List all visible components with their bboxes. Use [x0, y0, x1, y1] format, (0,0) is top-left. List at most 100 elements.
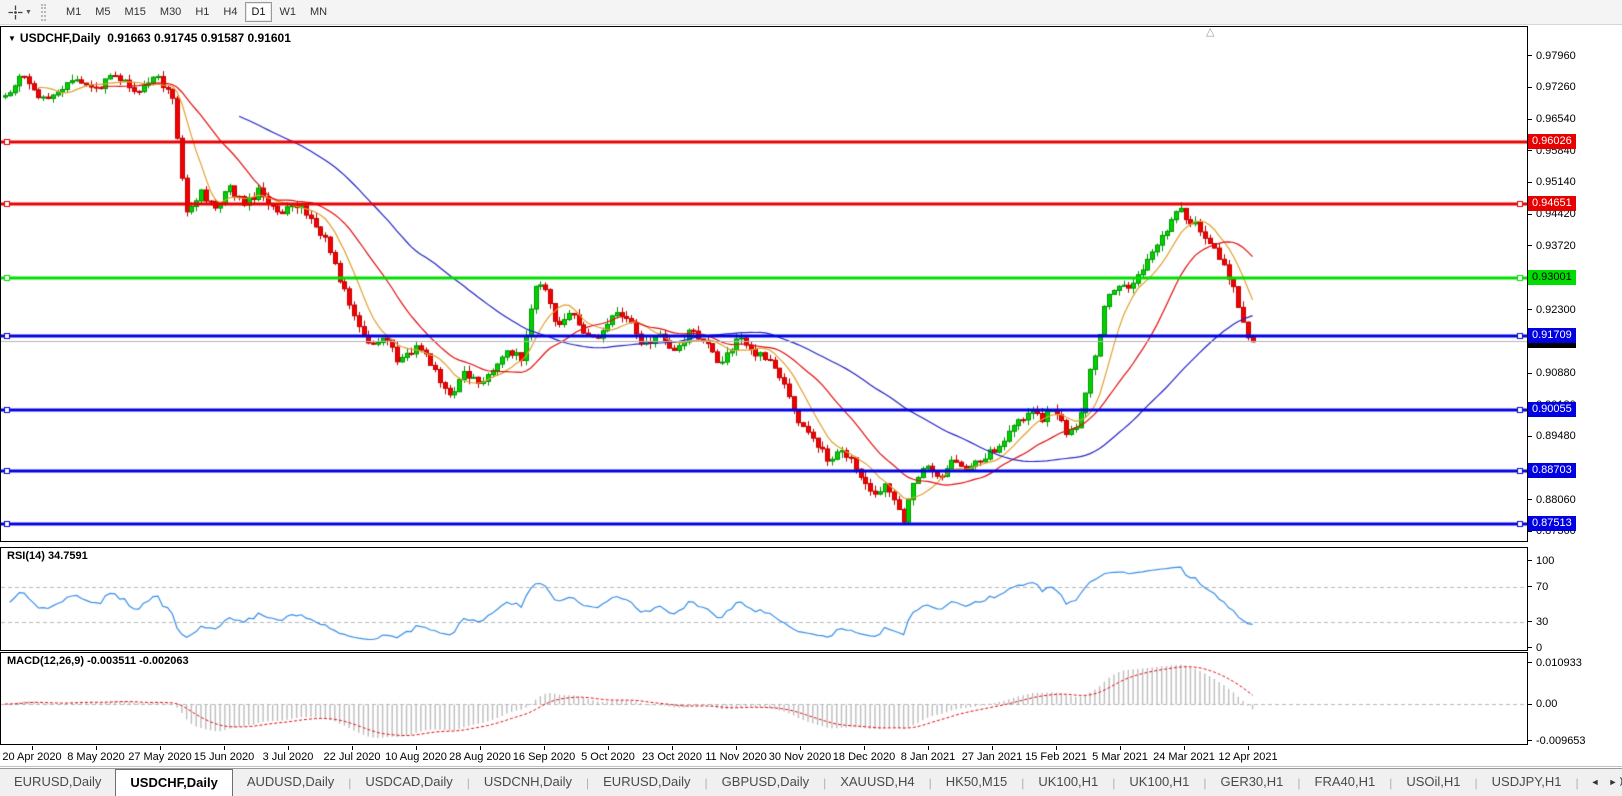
macd-scale-label: 0.010933 [1528, 656, 1622, 669]
date-tick-mark [416, 746, 417, 750]
chart-tab-xauusd-h4[interactable]: XAUUSD,H4 [840, 774, 915, 789]
timeframe-button-m30[interactable]: M30 [159, 6, 182, 18]
date-tick-label: 8 May 2020 [67, 751, 125, 763]
chart-tab-usdjpy-h1[interactable]: USDJPY,H1 [1491, 774, 1562, 789]
tab-separator: | [586, 776, 590, 790]
ohlc-low: 0.91587 [200, 31, 245, 45]
panel-resize-divider[interactable] [0, 651, 1528, 652]
price-tick-label: 0.97260 [1528, 81, 1622, 94]
chart-tab-gbpusd-daily[interactable]: GBPUSD,Daily [721, 774, 810, 789]
price-tick-label: 0.92300 [1528, 303, 1622, 316]
chevron-down-icon[interactable]: ▼ [25, 8, 32, 16]
date-tick-mark [672, 746, 673, 750]
axis-tick-mark [1528, 86, 1532, 88]
date-tick-mark [800, 746, 801, 750]
chart-symbol: USDCHF,Daily [19, 31, 101, 45]
rsi-canvas[interactable] [1, 548, 1527, 650]
chart-tab-uk100-h1[interactable]: UK100,H1 [1038, 774, 1099, 789]
macd-scale-label: 0.00 [1528, 698, 1622, 711]
rsi-label: RSI(14) 34.7591 [7, 550, 88, 562]
timeframe-button-h1[interactable]: H1 [195, 6, 210, 18]
date-tick-label: 28 Aug 2020 [449, 751, 511, 763]
date-tick-label: 23 Oct 2020 [642, 751, 702, 763]
tab-scroll-right-icon[interactable]: ► [1608, 777, 1618, 787]
chart-tab-eurusd-daily[interactable]: EURUSD,Daily [603, 774, 691, 789]
tab-separator: | [348, 776, 352, 790]
date-tick-mark [928, 746, 929, 750]
rsi-indicator-panel [0, 547, 1528, 651]
timeframe-button-d1[interactable]: D1 [245, 2, 272, 22]
chart-tab-fra40-h1[interactable]: FRA40,H1 [1314, 774, 1376, 789]
axis-tick-mark [1528, 213, 1532, 215]
date-tick-label: 12 Apr 2021 [1218, 751, 1278, 763]
date-tick-label: 24 Mar 2021 [1153, 751, 1215, 763]
ohlc-close: 0.91601 [247, 31, 291, 45]
chart-tab-usoil-h1[interactable]: USOil,H1 [1406, 774, 1461, 789]
price-tick-label: 0.95140 [1528, 176, 1622, 189]
date-tick-mark [1056, 746, 1057, 750]
date-tick-label: 27 May 2020 [128, 751, 192, 763]
level-price-badge: 0.88703 [1528, 462, 1576, 478]
level-price-badge: 0.94651 [1528, 196, 1576, 212]
level-price-badge: 0.87513 [1528, 516, 1576, 532]
chart-shift-marker-icon[interactable]: △ [1206, 26, 1215, 38]
date-tick-label: 5 Oct 2020 [581, 751, 635, 763]
toolbar-grip-handle[interactable] [40, 3, 46, 21]
top-toolbar: ▼ M1 M5 M15 M30 H1 H4 D1 W1 MN [0, 0, 1622, 25]
tab-separator: | [928, 776, 932, 790]
chart-tab-ger30-h1[interactable]: GER30,H1 [1220, 774, 1284, 789]
level-price-badge: 0.93001 [1528, 270, 1576, 286]
date-tick-mark [32, 746, 33, 750]
timeframe-button-w1[interactable]: W1 [279, 6, 297, 18]
panel-resize-divider[interactable] [0, 542, 1528, 547]
rsi-scale-label: 70 [1528, 580, 1622, 593]
price-tick-label: 0.93720 [1528, 239, 1622, 252]
macd-indicator-panel [0, 652, 1528, 745]
rsi-scale-label: 0 [1528, 641, 1622, 654]
date-tick-mark [1248, 746, 1249, 750]
date-tick-label: 15 Jun 2020 [193, 751, 255, 763]
chart-tab-hk50-m15[interactable]: HK50,M15 [945, 774, 1008, 789]
date-tick-mark [544, 746, 545, 750]
ohlc-high: 0.91745 [154, 31, 198, 45]
date-tick-label: 10 Aug 2020 [385, 751, 447, 763]
timeframe-button-group: M1 M5 M15 M30 H1 H4 D1 W1 MN [55, 0, 338, 24]
axis-tick-mark [1528, 150, 1532, 152]
cursor-tool-button[interactable]: ▼ [4, 2, 36, 23]
date-tick-mark [224, 746, 225, 750]
timeframe-button-m15[interactable]: M15 [124, 6, 146, 18]
title-dropdown-icon[interactable]: ▼ [8, 34, 16, 43]
date-tick-label: 8 Jan 2021 [900, 751, 956, 763]
tab-scroll-left-icon[interactable]: ◄ [1590, 777, 1600, 787]
chart-title: ▼ USDCHF,Daily 0.91663 0.91745 0.91587 0.… [8, 31, 291, 45]
axis-tick-mark [1528, 740, 1532, 742]
timeframe-button-h4[interactable]: H4 [223, 6, 238, 18]
date-tick-label: 18 Dec 2020 [832, 751, 896, 763]
chart-tab-uk100-h1[interactable]: UK100,H1 [1129, 774, 1190, 789]
tab-separator: | [1474, 776, 1478, 790]
chart-tab-audusd-daily[interactable]: AUDUSD,Daily [246, 774, 335, 789]
main-chart-canvas[interactable] [1, 27, 1527, 541]
timeframe-button-m1[interactable]: M1 [65, 6, 82, 18]
date-axis[interactable]: 20 Apr 2020 8 May 2020 27 May 2020 15 Jun 2… [0, 746, 1528, 766]
chart-tab-eurusd-daily[interactable]: EURUSD,Daily [14, 774, 102, 789]
tab-separator: | [704, 776, 708, 790]
date-tick-label: 3 Jul 2020 [262, 751, 314, 763]
price-tick-label: 0.94420 [1528, 208, 1622, 221]
timeframe-button-m5[interactable]: M5 [95, 6, 111, 18]
rsi-scale-label: 100 [1528, 554, 1622, 567]
chart-tab-usdcad-daily[interactable]: USDCAD,Daily [365, 774, 453, 789]
timeframe-button-mn[interactable]: MN [310, 6, 328, 18]
level-price-badge: 0.91709 [1528, 328, 1576, 344]
macd-canvas[interactable] [1, 653, 1527, 744]
chart-tab-usdcnh-daily[interactable]: USDCNH,Daily [483, 774, 573, 789]
date-tick-mark [1120, 746, 1121, 750]
price-tick-label: 0.96540 [1528, 113, 1622, 126]
tab-separator: | [1021, 776, 1025, 790]
date-tick-mark [352, 746, 353, 750]
chart-tab-usdchf-daily[interactable]: USDCHF,Daily [115, 769, 233, 796]
price-tick-label: 0.97960 [1528, 49, 1622, 62]
date-tick-label: 11 Nov 2020 [705, 751, 767, 763]
date-tick-label: 16 Sep 2020 [512, 751, 576, 763]
